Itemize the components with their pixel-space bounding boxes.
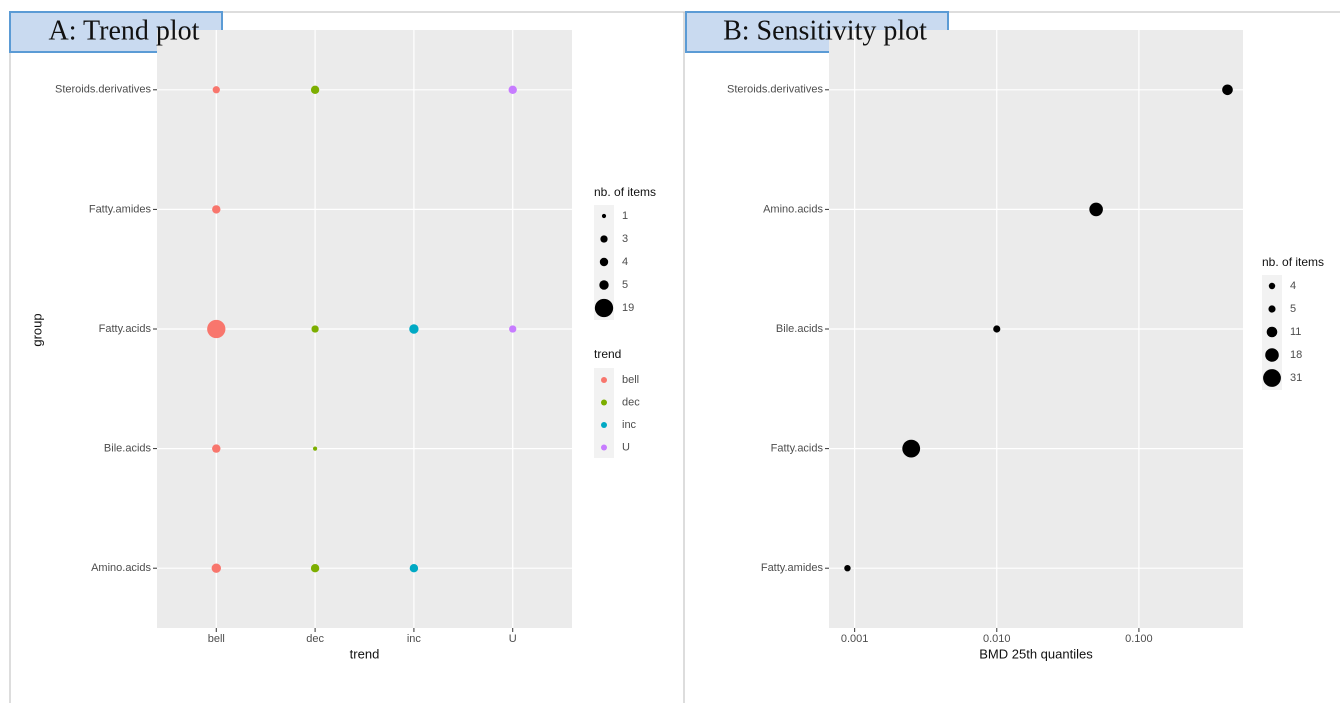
legend-key — [1268, 305, 1276, 313]
legend-key — [1263, 369, 1281, 387]
y-tick-label: Fatty.amides — [89, 203, 152, 215]
legend-label: bell — [622, 374, 639, 386]
point — [508, 85, 517, 95]
legend-label: 4 — [1290, 280, 1296, 292]
point — [1089, 202, 1103, 217]
legend-key — [601, 444, 607, 451]
point — [311, 325, 319, 333]
x-tick-label: bell — [208, 633, 225, 645]
point — [409, 564, 419, 573]
point — [211, 563, 221, 573]
legend-key — [599, 257, 609, 267]
legend-label: 1 — [622, 210, 628, 222]
legend-key — [1266, 326, 1278, 338]
point — [1222, 84, 1233, 96]
legend-label: 18 — [1290, 349, 1302, 361]
legend-label: 11 — [1290, 326, 1301, 338]
y-tick-label: Fatty.amides — [761, 562, 824, 574]
y-tick-label: Fatty.acids — [99, 323, 152, 335]
y-tick-label: Amino.acids — [763, 203, 823, 215]
legend-key — [600, 235, 608, 243]
legend-label: 5 — [622, 279, 628, 291]
y-tick-label: Amino.acids — [91, 562, 151, 574]
legend-label: U — [622, 441, 630, 453]
legend-key — [594, 298, 614, 318]
x-tick-label: dec — [306, 633, 324, 645]
legend-key — [599, 280, 609, 290]
x-tick-label: 0.001 — [841, 633, 869, 645]
legend-label: dec — [622, 396, 640, 408]
y-tick-label: Steroids.derivatives — [55, 84, 151, 96]
legend-key — [601, 213, 607, 219]
y-tick-label: Fatty.acids — [771, 443, 824, 455]
x-tick-label: 0.010 — [983, 633, 1011, 645]
legend-label: inc — [622, 419, 637, 431]
point — [902, 439, 921, 458]
point — [993, 325, 1001, 333]
panel-title: A: Trend plot — [49, 15, 200, 46]
x-tick-label: 0.100 — [1125, 633, 1153, 645]
legend-keys — [594, 368, 614, 458]
y-tick-label: Steroids.derivatives — [727, 84, 823, 96]
legend-label: 19 — [622, 302, 634, 314]
point — [310, 85, 320, 95]
legend-label: 5 — [1290, 303, 1296, 315]
point — [844, 565, 851, 572]
legend-label: 4 — [622, 256, 628, 268]
x-axis-label: trend — [350, 646, 380, 661]
point — [212, 86, 220, 94]
x-tick-label: U — [509, 633, 517, 645]
legend-key — [1268, 282, 1276, 290]
y-tick-label: Bile.acids — [776, 323, 824, 335]
legend-label: 3 — [622, 233, 628, 245]
y-axis-label: group — [29, 313, 44, 346]
legend-key — [1265, 348, 1279, 362]
legend-key — [601, 399, 607, 406]
legend-title: nb. of items — [1262, 255, 1324, 269]
point — [212, 205, 221, 214]
point — [207, 319, 226, 339]
point — [312, 446, 318, 451]
point — [409, 324, 419, 334]
point — [509, 325, 517, 333]
panel-title: B: Sensitivity plot — [723, 15, 927, 46]
legend-key — [601, 422, 607, 428]
x-tick-label: inc — [407, 633, 422, 645]
point — [212, 444, 221, 453]
point — [310, 564, 320, 573]
legend-title: trend — [594, 347, 621, 361]
legend-title: nb. of items — [594, 185, 656, 199]
legend-key — [601, 377, 607, 383]
y-tick-label: Bile.acids — [104, 443, 152, 455]
legend-label: 31 — [1290, 372, 1302, 384]
x-axis-label: BMD 25th quantiles — [979, 646, 1093, 661]
